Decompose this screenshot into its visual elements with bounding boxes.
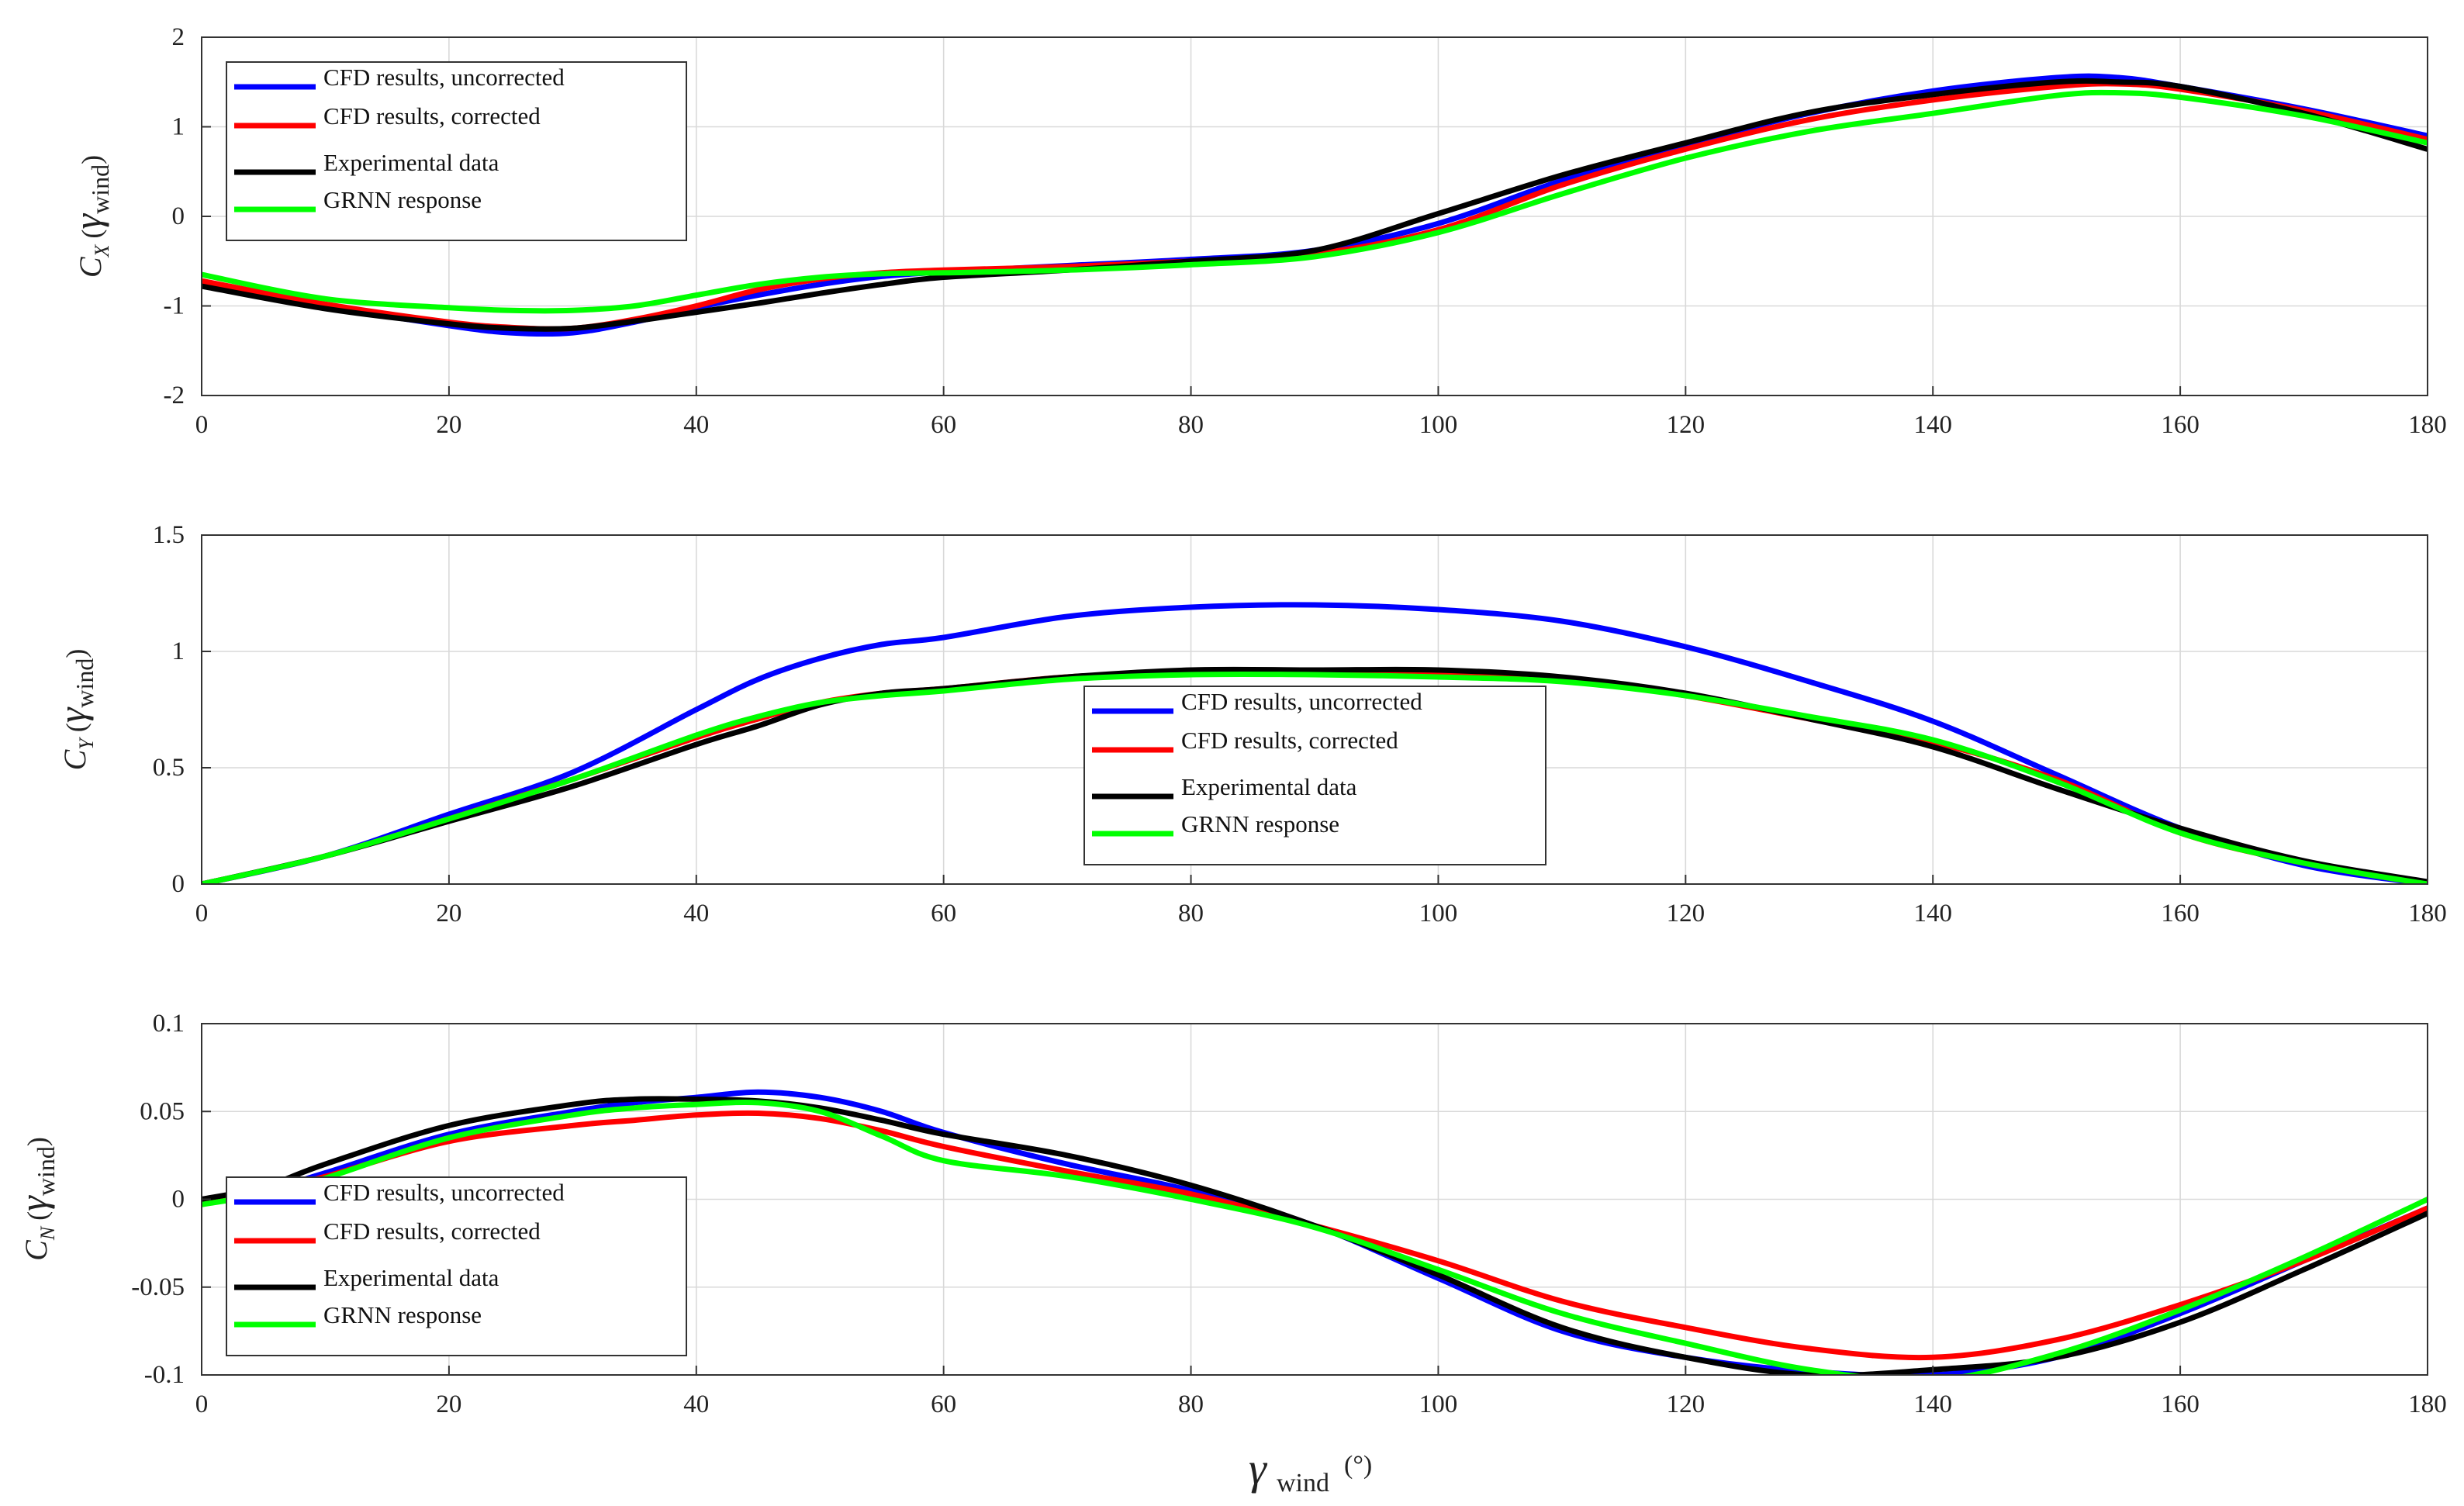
cn-y-tick-label: 0 xyxy=(172,1186,185,1214)
cy-legend-label-experimental-data: Experimental data xyxy=(1181,773,1357,800)
cy-x-tick-label: 0 xyxy=(195,900,209,927)
cx-x-tick-label: 100 xyxy=(1419,411,1458,439)
cn-x-tick-label: 60 xyxy=(931,1390,956,1418)
cy-legend-label-cfd-results-corrected: CFD results, corrected xyxy=(1181,727,1398,754)
cy-x-tick-label: 180 xyxy=(2408,900,2447,927)
cy-x-tick-label: 40 xyxy=(683,900,709,927)
cn-legend-label-cfd-results-uncorrected: CFD results, uncorrected xyxy=(323,1179,565,1206)
cn-x-tick-label: 80 xyxy=(1178,1390,1204,1418)
cy-legend: CFD results, uncorrected CFD results, cor… xyxy=(1083,686,1546,865)
cn-series-grnn-response xyxy=(202,1099,2428,1375)
cy-x-tick-label: 120 xyxy=(1667,900,1705,927)
cx-x-tick-label: 0 xyxy=(195,411,209,439)
cn-x-tick-label: 120 xyxy=(1667,1390,1705,1418)
x-axis-label: γ wind (°) xyxy=(1249,1443,1372,1497)
cy-y-tick-label: 0.5 xyxy=(153,754,185,782)
cn-y-tick-label: -0.1 xyxy=(144,1361,185,1389)
x-axis-label-unit: (°) xyxy=(1344,1451,1372,1480)
cx-series-group xyxy=(202,73,2428,337)
cy-axes-frame xyxy=(201,534,2428,885)
cx-y-tick-label: 2 xyxy=(172,23,185,51)
cn-legend-label-cfd-results-corrected: CFD results, corrected xyxy=(323,1218,541,1245)
cx-x-tick-label: 140 xyxy=(1913,411,1952,439)
cy-legend-label-cfd-results-uncorrected: CFD results, uncorrected xyxy=(1181,688,1422,715)
cy-series-experimental-data xyxy=(202,666,2428,884)
cy-y-tick-label: 1 xyxy=(172,637,185,665)
cn-x-tick-label: 40 xyxy=(683,1390,709,1418)
cx-y-tick-label: 1 xyxy=(172,113,185,141)
cy-x-tick-label: 160 xyxy=(2161,900,2200,927)
cx-legend: CFD results, uncorrected CFD results, cor… xyxy=(226,61,687,241)
cy-x-tick-label: 80 xyxy=(1178,900,1204,927)
cn-y-axis-label: CN(γwind) xyxy=(12,1137,60,1261)
cn-legend: CFD results, uncorrected CFD results, cor… xyxy=(226,1176,687,1356)
cn-x-tick-label: 180 xyxy=(2408,1390,2447,1418)
x-axis-label-symbol: γ xyxy=(1249,1443,1268,1494)
cx-x-tick-label: 40 xyxy=(683,411,709,439)
cx-x-tick-label: 20 xyxy=(436,411,461,439)
cn-series-group xyxy=(202,1089,2428,1375)
cn-y-tick-label: 0.05 xyxy=(140,1097,185,1125)
cx-series-grnn-response xyxy=(202,89,2428,314)
cn-x-tick-label: 140 xyxy=(1913,1390,1952,1418)
cy-y-axis-label: CY(γwind) xyxy=(50,649,98,771)
cy-x-tick-label: 60 xyxy=(931,900,956,927)
cx-x-tick-label: 60 xyxy=(931,411,956,439)
cn-x-tick-label: 100 xyxy=(1419,1390,1458,1418)
cn-y-tick-label: 0.1 xyxy=(153,1010,185,1038)
cn-chart: 0 20 40 60 80 100 120 140 160 180 -0.1 -0.05 0 0.05 0.… xyxy=(12,1010,2447,1418)
cn-legend-label-grnn-response: GRNN response xyxy=(323,1301,482,1328)
cx-legend-label-experimental-data: Experimental data xyxy=(323,149,499,176)
x-axis-label-sub: wind xyxy=(1277,1469,1329,1497)
cx-x-tick-label: 80 xyxy=(1178,411,1204,439)
cx-legend-label-cfd-results-uncorrected: CFD results, uncorrected xyxy=(323,64,565,91)
cn-x-tick-label: 0 xyxy=(195,1390,209,1418)
cx-legend-label-grnn-response: GRNN response xyxy=(323,186,482,213)
cy-series-grnn-response xyxy=(202,671,2428,884)
cx-series-experimental-data xyxy=(202,78,2428,332)
cn-y-tick-label: -0.05 xyxy=(131,1273,185,1301)
cy-x-tick-label: 140 xyxy=(1913,900,1952,927)
cy-x-tick-label: 20 xyxy=(436,900,461,927)
cn-x-tick-label: 160 xyxy=(2161,1390,2200,1418)
cy-chart: 0 20 40 60 80 100 120 140 160 180 0 0.5 1 1.5 CY(γwind… xyxy=(50,521,2447,927)
cx-x-tick-label: 160 xyxy=(2161,411,2200,439)
cy-series-group xyxy=(202,602,2428,884)
cx-legend-label-cfd-results-corrected: CFD results, corrected xyxy=(323,102,541,130)
cx-chart: 0 20 40 60 80 100 120 140 160 180 -2 -1 0 1 2 CX(γwind)… xyxy=(66,23,2447,439)
cy-y-tick-label: 1.5 xyxy=(153,521,185,549)
cn-x-tick-label: 20 xyxy=(436,1390,461,1418)
cx-x-tick-label: 120 xyxy=(1667,411,1705,439)
cy-legend-label-grnn-response: GRNN response xyxy=(1181,810,1339,838)
cy-series-cfd-results-uncorrected xyxy=(202,602,2428,884)
cx-y-tick-label: -1 xyxy=(164,292,185,320)
cy-x-tick-label: 100 xyxy=(1419,900,1458,927)
cn-series-cfd-results-corrected xyxy=(202,1110,2428,1361)
cx-x-tick-label: 180 xyxy=(2408,411,2447,439)
cx-y-tick-label: 0 xyxy=(172,202,185,230)
cy-y-tick-label: 0 xyxy=(172,870,185,898)
cx-y-tick-label: -2 xyxy=(164,382,185,409)
cx-y-axis-label: CX(γwind) xyxy=(66,155,114,278)
cn-legend-label-experimental-data: Experimental data xyxy=(323,1264,499,1291)
